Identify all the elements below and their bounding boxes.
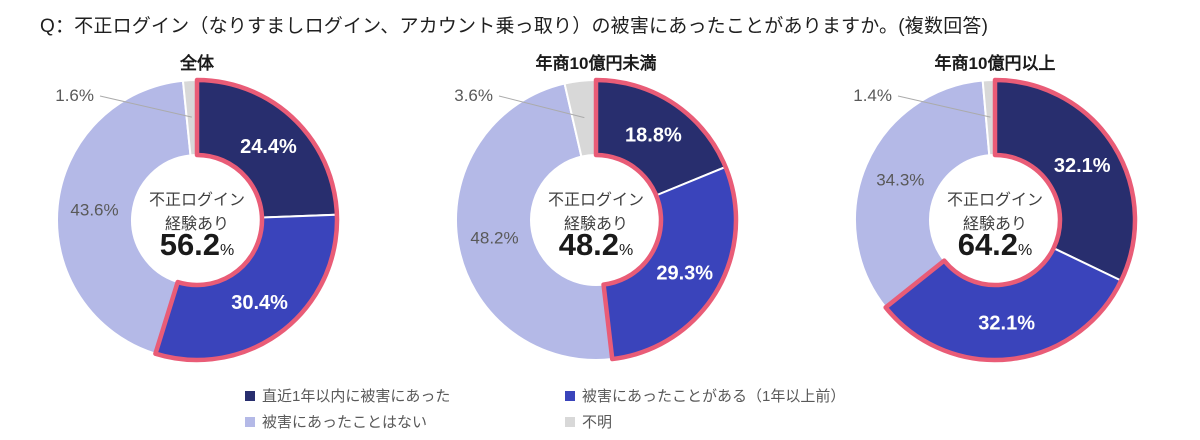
legend-label-over-year: 被害にあったことがある（1年以上前） <box>582 388 846 405</box>
legend-label-never: 被害にあったことはない <box>262 414 428 431</box>
chart-block-overall: 全体 24.4% 30.4% 43.6% 1.6% 不正ログイン 経験あり 56.2% <box>2 43 392 373</box>
chart-block-under-1b: 年商10億円未満 18.8% 29.3% 48.2% 3.6% 不正ログイン 経験あり 48… <box>401 43 791 373</box>
center-label-line1: 不正ログイン <box>548 191 644 209</box>
legend-label-recent: 直近1年以内に被害にあった <box>262 388 451 405</box>
center-label-line2: 経験あり <box>165 215 229 233</box>
donut-segment-purple <box>854 79 991 309</box>
callout-label: 3.6% <box>454 86 493 105</box>
charts-row: 全体 24.4% 30.4% 43.6% 1.6% 不正ログイン 経験あり 56.2% 年商… <box>0 43 1200 373</box>
chart-block-over-1b: 年商10億円以上 32.1% 32.1% 34.3% 1.4% 不正ログイン 経験あり 64… <box>800 43 1190 373</box>
donut-segment-purple <box>56 79 192 355</box>
legend-swatch-gray <box>565 416 575 427</box>
legend-label-unknown: 不明 <box>582 414 613 431</box>
callout-leader-line <box>897 95 991 118</box>
legend-swatch-navy <box>245 390 255 401</box>
highlight-ring <box>153 77 340 363</box>
segment-label: 18.8% <box>625 124 682 146</box>
callout-label: 1.6% <box>55 86 94 105</box>
segment-label: 48.2% <box>470 229 518 248</box>
callout-label: 1.4% <box>853 86 892 105</box>
legend-swatch-purple <box>245 416 255 427</box>
legend-item-unknown: 不明 <box>565 411 1200 432</box>
legend: 直近1年以内に被害にあった 被害にあったことがある（1年以上前） 被害にあったこ… <box>245 385 1200 432</box>
legend-item-over-year: 被害にあったことがある（1年以上前） <box>565 385 1200 406</box>
callout-leader-line <box>498 95 585 119</box>
center-value: 56.2% <box>160 227 235 262</box>
segment-label: 29.3% <box>656 262 713 284</box>
legend-item-recent: 直近1年以内に被害にあった <box>245 385 565 406</box>
chart-title-overall: 全体 <box>180 54 214 73</box>
chart-title-over-1b: 年商10億円以上 <box>934 54 1056 73</box>
segment-label: 34.3% <box>876 170 924 189</box>
highlight-ring <box>593 77 739 362</box>
legend-swatch-blue <box>565 390 575 401</box>
question-title: Q：不正ログイン（なりすましログイン、アカウント乗っ取り）の被害にあったことがあ… <box>40 16 989 37</box>
segment-label: 32.1% <box>978 312 1035 334</box>
segment-label: 30.4% <box>231 292 288 314</box>
callout-leader-line <box>99 95 192 118</box>
chart-title-under-1b: 年商10億円未満 <box>535 54 657 73</box>
center-label-line2: 経験あり <box>963 215 1027 233</box>
center-value: 48.2% <box>559 227 634 262</box>
segment-label: 43.6% <box>70 201 118 220</box>
donut-segment-purple <box>455 82 614 361</box>
segment-label: 24.4% <box>240 136 297 158</box>
center-label-line2: 経験あり <box>564 215 628 233</box>
center-value: 64.2% <box>958 227 1033 262</box>
center-label-line1: 不正ログイン <box>149 191 245 209</box>
legend-item-never: 被害にあったことはない <box>245 411 565 432</box>
center-label-line1: 不正ログイン <box>947 191 1043 209</box>
highlight-ring <box>883 77 1138 363</box>
segment-label: 32.1% <box>1054 155 1111 177</box>
